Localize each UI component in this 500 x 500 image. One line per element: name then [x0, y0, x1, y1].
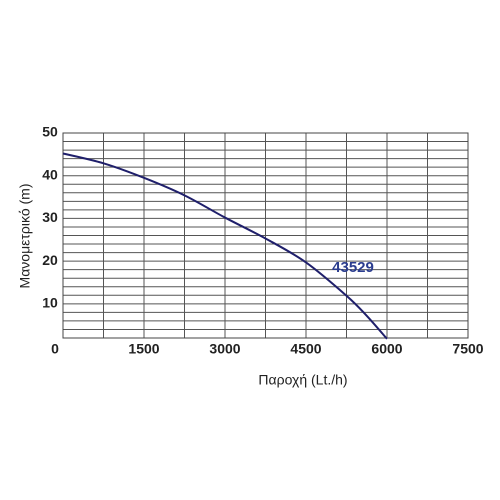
x-tick-label: 1500: [128, 341, 159, 357]
y-axis-title: Μανομετρικό (m): [17, 184, 33, 289]
x-tick-label: 6000: [371, 341, 402, 357]
x-tick-label: 3000: [209, 341, 240, 357]
plot-frame: [62, 132, 469, 339]
x-tick-label: 7500: [452, 341, 483, 357]
y-tick-label: 40: [42, 166, 58, 182]
y-tick-label: 50: [42, 124, 58, 140]
x-axis-title: Παροχή (Lt./h): [258, 372, 347, 388]
x-tick-label: 4500: [290, 341, 321, 357]
y-tick-label: 20: [42, 252, 58, 268]
series-label: 43529: [332, 259, 374, 276]
curve: [62, 152, 388, 340]
y-tick-label: 30: [42, 209, 58, 225]
y-tick-label: 10: [42, 295, 58, 311]
x-tick-label: 0: [51, 341, 59, 357]
